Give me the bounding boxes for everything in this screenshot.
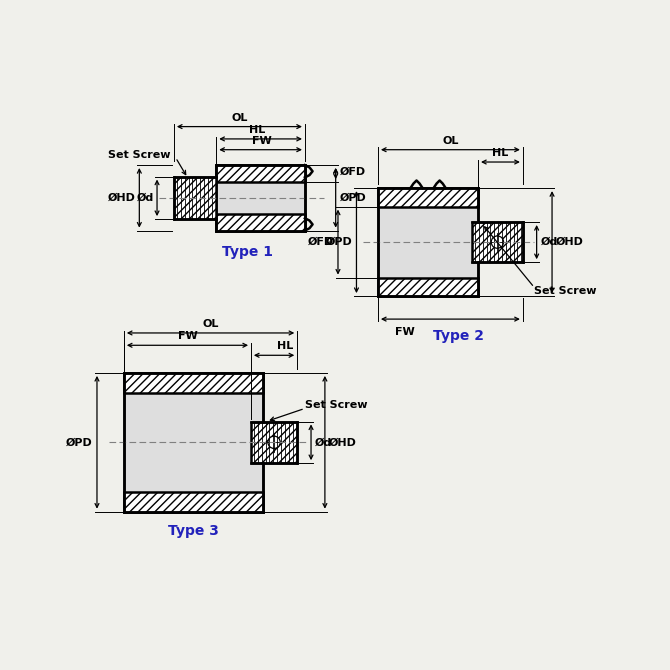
Circle shape: [491, 236, 504, 249]
Text: ØHD: ØHD: [556, 237, 584, 247]
Text: Set Screw: Set Screw: [305, 399, 367, 409]
Bar: [216, 165, 305, 182]
Text: Set Screw: Set Screw: [108, 150, 170, 160]
Bar: [174, 177, 216, 219]
Bar: [378, 277, 478, 296]
Text: ØFD: ØFD: [308, 237, 334, 247]
Bar: [472, 222, 523, 262]
Text: ØHD: ØHD: [329, 438, 356, 448]
Text: ØPD: ØPD: [66, 438, 92, 448]
Circle shape: [268, 436, 280, 448]
Text: ØPD: ØPD: [326, 237, 352, 247]
Text: FW: FW: [178, 332, 198, 342]
Text: ØFD: ØFD: [340, 167, 366, 177]
Text: Type 2: Type 2: [433, 329, 484, 343]
Text: Ød: Ød: [315, 438, 332, 448]
Text: OL: OL: [442, 136, 458, 146]
Bar: [124, 373, 263, 512]
Text: Ød: Ød: [541, 237, 557, 247]
Text: ØPD: ØPD: [340, 193, 367, 203]
Text: Type 1: Type 1: [222, 245, 273, 259]
Bar: [124, 373, 263, 393]
Text: HL: HL: [277, 342, 293, 352]
Text: HL: HL: [492, 148, 509, 158]
Bar: [378, 188, 478, 296]
Bar: [124, 492, 263, 512]
Text: OL: OL: [202, 319, 218, 329]
Text: Ød: Ød: [137, 193, 154, 203]
Text: HL: HL: [249, 125, 265, 135]
Text: FW: FW: [253, 136, 272, 146]
Bar: [251, 421, 297, 463]
Text: Type 3: Type 3: [168, 524, 218, 538]
Text: FW: FW: [395, 327, 415, 337]
Text: Set Screw: Set Screw: [535, 286, 597, 296]
Bar: [378, 188, 478, 206]
Text: OL: OL: [231, 113, 248, 123]
Text: ØHD: ØHD: [108, 193, 135, 203]
Bar: [216, 165, 305, 230]
Bar: [216, 214, 305, 230]
